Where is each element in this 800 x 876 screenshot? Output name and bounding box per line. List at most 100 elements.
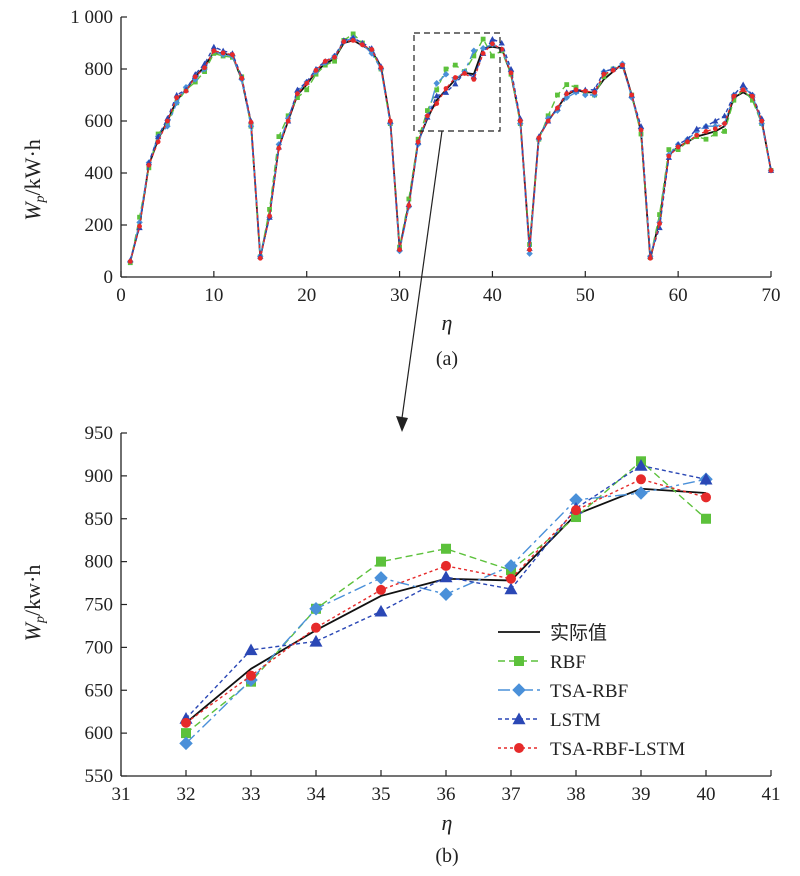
chart-a-point-s1 [713, 132, 718, 137]
chart-a-point-s3 [712, 118, 718, 124]
chart-a-point-s4 [360, 42, 365, 47]
chart-a-point-s4 [369, 47, 374, 52]
chart-b-point-s1 [181, 728, 191, 738]
chart-a-point-s1 [722, 129, 727, 134]
chart-a-ylabel-main: Wp/kW·h [20, 139, 48, 221]
chart-a-xtick-label: 20 [297, 285, 316, 306]
chart-a-xtick-label: 30 [390, 285, 409, 306]
chart-b-point-s1 [441, 544, 451, 554]
chart-a-ytick-label: 600 [85, 111, 114, 132]
chart-a-point-s4 [137, 224, 142, 229]
chart-b-point-s1 [701, 514, 711, 524]
chart-a-point-s4 [583, 89, 588, 94]
chart-a-point-s4 [546, 119, 551, 124]
chart-a-point-s4 [230, 52, 235, 57]
chart-a-point-s4 [639, 128, 644, 133]
chart-a-xlabel: η [442, 310, 453, 335]
chart-a-point-s4 [564, 91, 569, 96]
chart-b-ytick-label: 800 [85, 552, 114, 573]
chart-a-point-s1 [276, 134, 281, 139]
chart-a-xtick-label: 10 [204, 285, 223, 306]
chart-a-point-s4 [722, 121, 727, 126]
chart-b-point-s3 [310, 635, 323, 647]
chart-b: 550 600 650 700 750 800 850 900 950 31 32 33 34 35 36 3… [20, 423, 781, 867]
chart-b-xtick-label: 41 [762, 784, 781, 805]
chart-b-point-s2 [374, 571, 388, 585]
chart-a-point-s4 [258, 256, 263, 261]
chart-b-caption: (b) [435, 845, 458, 867]
chart-a-point-s1 [666, 147, 671, 152]
legend-label-4: TSA-RBF-LSTM [550, 739, 685, 760]
chart-b-ytick-label: 700 [85, 637, 114, 658]
legend-marker-1 [514, 656, 524, 666]
chart-a-point-s4 [444, 86, 449, 91]
chart-a-point-s4 [193, 74, 198, 79]
chart-a-point-s4 [323, 59, 328, 64]
legend-label-3: LSTM [550, 710, 601, 731]
chart-a-point-s4 [146, 163, 151, 168]
chart-a-point-s4 [611, 68, 616, 73]
chart-a-point-s4 [601, 72, 606, 77]
chart-b-point-s4 [246, 671, 256, 681]
chart-a-point-s1 [555, 93, 560, 98]
chart-a-point-s4 [666, 154, 671, 159]
chart-b-xtick-label: 38 [567, 784, 586, 805]
zoom-arrow-line [402, 131, 442, 418]
chart-a-point-s4 [128, 259, 133, 264]
chart-b-series-line-2 [186, 479, 706, 743]
chart-a-axes: 02004006008001 0000 10 20 30 40 50 60 70 [70, 7, 780, 306]
chart-a-point-s3 [489, 36, 495, 42]
chart-a-point-s4 [453, 75, 458, 80]
chart-b-xtick-label: 37 [502, 784, 521, 805]
chart-a-point-s4 [731, 94, 736, 99]
chart-a-point-s1 [444, 67, 449, 72]
chart-b-ylabel-w: W [20, 621, 45, 641]
chart-a-point-s1 [453, 63, 458, 68]
chart-a-series-line-0 [130, 40, 771, 261]
chart-b-point-s4 [441, 561, 451, 571]
chart-a-point-s4 [471, 77, 476, 82]
chart-b-ytick-label: 550 [85, 766, 114, 787]
chart-b-xtick-label: 39 [632, 784, 651, 805]
chart-a-point-s4 [156, 139, 161, 144]
chart-b-xtick-label: 34 [307, 784, 327, 805]
chart-a-ylabel-sub: p [33, 195, 48, 203]
chart-b-point-s4 [571, 505, 581, 515]
legend-marker-2 [512, 683, 526, 697]
chart-a-point-s4 [759, 119, 764, 124]
chart-a-point-s4 [202, 65, 207, 70]
chart-b-point-s4 [636, 474, 646, 484]
chart-b-ylabel-unit: /kw·h [20, 565, 45, 616]
chart-b-ytick-label: 650 [85, 680, 114, 701]
chart-a-point-s4 [434, 101, 439, 106]
legend-label-0: 实际值 [550, 622, 607, 644]
chart-a-xtick-label: 60 [669, 285, 688, 306]
chart-a-point-s4 [555, 106, 560, 111]
chart-a-series [127, 32, 774, 266]
chart-a-point-s4 [629, 93, 634, 98]
chart-a-point-s4 [657, 221, 662, 226]
chart-a-point-s4 [165, 119, 170, 124]
chart-a-point-s4 [286, 119, 291, 124]
chart-a-ylabel-unit: /kW·h [20, 139, 45, 195]
chart-a-point-s3 [740, 81, 746, 87]
chart-a-point-s4 [425, 113, 430, 118]
chart-a-point-s1 [490, 54, 495, 59]
chart-a-point-s1 [304, 87, 309, 92]
chart-a-point-s4 [239, 76, 244, 81]
chart-b-point-s2 [439, 587, 453, 601]
chart-a-point-s4 [648, 256, 653, 261]
chart-b-ytick-label: 750 [85, 595, 114, 616]
chart-b-point-s1 [376, 557, 386, 567]
chart-b-xtick-label: 35 [372, 784, 391, 805]
chart-a-point-s4 [379, 65, 384, 70]
chart-a-point-s4 [267, 214, 272, 219]
chart-b-point-s4 [181, 718, 191, 728]
chart-a-point-s4 [518, 119, 523, 124]
chart-a-point-s4 [397, 247, 402, 252]
chart-a-point-s4 [221, 50, 226, 55]
chart-a-point-s4 [574, 87, 579, 92]
chart-a: 0 200 400 600 800 1 000 0 10 20 30 40 50 60 70 Wp/kW·… [20, 7, 781, 432]
chart-b-point-s4 [311, 623, 321, 633]
chart-a-point-s4 [406, 203, 411, 208]
